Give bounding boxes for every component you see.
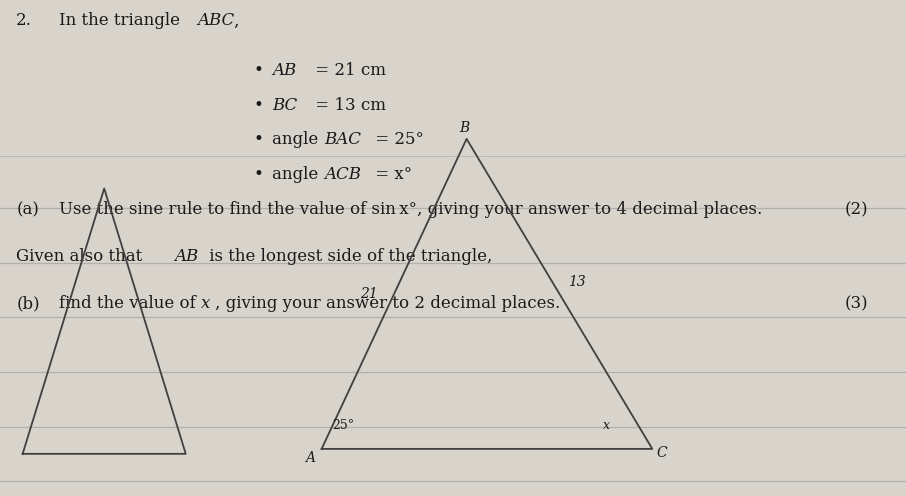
Text: x: x xyxy=(201,295,210,312)
Text: (a): (a) xyxy=(16,201,39,218)
Text: = x°: = x° xyxy=(370,166,411,183)
Text: In the triangle: In the triangle xyxy=(59,12,185,29)
Text: (3): (3) xyxy=(844,295,868,312)
Text: Given also that: Given also that xyxy=(16,248,148,265)
Text: •: • xyxy=(254,97,264,114)
Text: ABC: ABC xyxy=(198,12,235,29)
Text: = 13 cm: = 13 cm xyxy=(310,97,386,114)
Text: 25°: 25° xyxy=(333,419,354,432)
Text: (2): (2) xyxy=(844,201,868,218)
Text: ACB: ACB xyxy=(324,166,361,183)
Text: is the longest side of the triangle,: is the longest side of the triangle, xyxy=(204,248,492,265)
Text: angle: angle xyxy=(272,166,323,183)
Text: •: • xyxy=(254,131,264,148)
Text: , giving your answer to 2 decimal places.: , giving your answer to 2 decimal places… xyxy=(215,295,560,312)
Text: 2.: 2. xyxy=(16,12,33,29)
Text: C: C xyxy=(657,446,668,460)
Text: A: A xyxy=(305,451,315,465)
Text: 13: 13 xyxy=(569,275,586,289)
Text: B: B xyxy=(459,121,469,135)
Text: BAC: BAC xyxy=(324,131,361,148)
Text: angle: angle xyxy=(272,131,323,148)
Text: ,: , xyxy=(234,12,239,29)
Text: AB: AB xyxy=(174,248,198,265)
Text: = 21 cm: = 21 cm xyxy=(310,62,386,79)
Text: BC: BC xyxy=(272,97,297,114)
Text: find the value of: find the value of xyxy=(59,295,201,312)
Text: (b): (b) xyxy=(16,295,40,312)
Text: AB: AB xyxy=(272,62,296,79)
Text: 21: 21 xyxy=(360,287,378,301)
Text: = 25°: = 25° xyxy=(370,131,423,148)
Text: Use the sine rule to find the value of sin x°, giving your answer to 4 decimal p: Use the sine rule to find the value of s… xyxy=(59,201,762,218)
Text: •: • xyxy=(254,166,264,183)
Text: •: • xyxy=(254,62,264,79)
Text: x: x xyxy=(602,419,610,432)
